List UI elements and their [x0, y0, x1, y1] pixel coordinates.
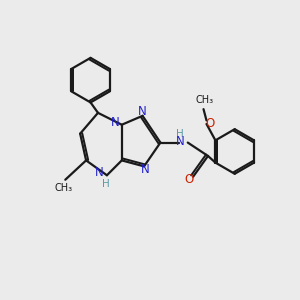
- Text: H: H: [101, 178, 109, 189]
- Text: CH₃: CH₃: [55, 183, 73, 193]
- Text: CH₃: CH₃: [195, 95, 213, 105]
- Text: H: H: [176, 129, 184, 139]
- Text: N: N: [176, 136, 185, 148]
- Text: N: N: [95, 167, 104, 179]
- Text: O: O: [184, 172, 193, 186]
- Text: N: N: [141, 164, 150, 176]
- Text: N: N: [111, 116, 120, 129]
- Text: N: N: [138, 106, 147, 118]
- Text: O: O: [206, 117, 215, 130]
